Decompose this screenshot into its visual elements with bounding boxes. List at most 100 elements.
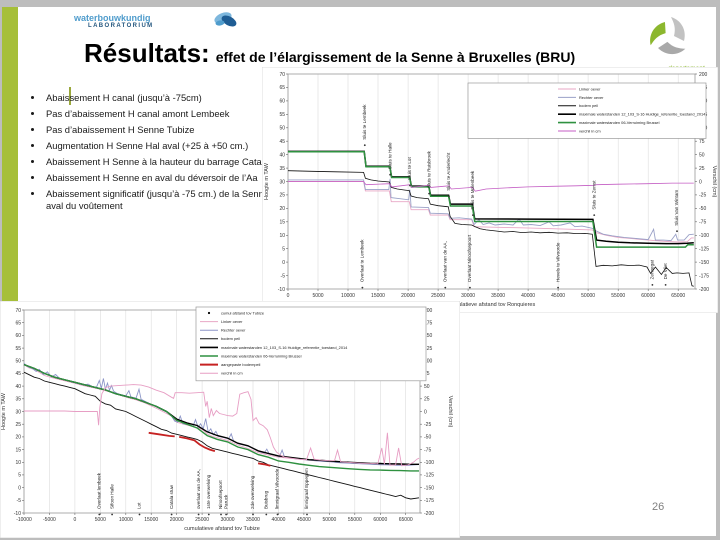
legend-marker — [207, 311, 211, 315]
waterbouwkundig-bird-icon — [214, 12, 237, 27]
series-aangepaste-bodempeil — [179, 436, 216, 452]
y-tick-label-left: 50 — [279, 126, 285, 132]
x-tick-label: 40000 — [521, 293, 535, 299]
y-tick-label-left: 55 — [15, 346, 21, 352]
y-tick-label-left: 45 — [15, 371, 21, 377]
y-tick-label-left: 15 — [15, 447, 21, 453]
y-tick-label-left: 70 — [15, 308, 21, 314]
x-tick-label: 35000 — [246, 517, 260, 523]
bullet-item: Abaissement H canal (jusqu’à -75cm) — [44, 92, 298, 104]
x-tick-label: 5000 — [95, 517, 106, 523]
annotation-marker — [220, 513, 222, 516]
annotation-marker — [111, 513, 113, 516]
bullet-item: Pas d’abaissement H Senne Tubize — [44, 124, 298, 136]
chart-annotation: 1ste overwelving — [206, 474, 211, 509]
y-tick-label-right: 0 — [699, 179, 702, 185]
annotation-marker — [170, 513, 173, 516]
top-chart: 0 5000 10000 15000 20000 25000 30000 35000 40000… — [262, 67, 718, 313]
y-tick-label-right: -25 — [424, 422, 431, 428]
series-rechter-oever — [23, 362, 420, 466]
x-tick-label: 20000 — [401, 293, 415, 299]
y-tick-label-right: 50 — [699, 152, 705, 158]
x-tick-label: 10000 — [341, 293, 355, 299]
y-tick-label-right: -150 — [424, 485, 434, 491]
y-tick-label-right: -50 — [699, 206, 706, 212]
y-tick-label-right: 25 — [424, 397, 430, 403]
x-tick-label: 25000 — [431, 293, 445, 299]
legend-label: Linker oever — [221, 319, 243, 324]
y-axis-label-right: Verschil (cm) — [711, 166, 717, 198]
y-tick-label-left: 0 — [18, 485, 21, 491]
y-tick-label-right: 150 — [424, 333, 433, 339]
x-tick-label: 30000 — [221, 517, 235, 523]
bullet-item: Abaissement significatif (jusqu’à -75 cm… — [44, 188, 298, 212]
y-tick-label-left: 15 — [279, 220, 285, 226]
legend-label: Rechter oever — [221, 328, 246, 333]
chart-annotation: limnigraaf Eppegem — [304, 468, 309, 509]
laboratorium-logo-text: LABORATORIUM — [88, 23, 154, 29]
y-tick-label-left: 55 — [279, 112, 285, 118]
x-tick-label: -5000 — [43, 517, 56, 523]
chart-annotation: Lot — [137, 502, 142, 509]
chart-annotation: Sluis te Ruisbroek — [426, 150, 431, 188]
y-tick-label-right: -200 — [699, 287, 709, 293]
y-tick-label-left: -10 — [278, 287, 285, 293]
legend-label: bodem peil — [579, 103, 598, 108]
x-tick-label: 60000 — [373, 517, 387, 523]
series-maximale-waterstanden-06-verruiming-brussel — [23, 363, 419, 472]
legend-label: Rechter oever — [579, 95, 604, 100]
y-tick-label-right: -175 — [699, 273, 709, 279]
chart-annotation: Ninoofsepoort — [218, 480, 223, 509]
y-tick-label-left: 60 — [279, 99, 285, 105]
y-tick-label-left: 10 — [15, 460, 21, 466]
bullet-list: Abaissement H canal (jusqu’à -75cm) Pas d… — [30, 92, 298, 212]
annotation-marker — [207, 513, 210, 516]
chart-annotation: Sluis te Molenbeek — [470, 170, 475, 210]
chart-annotation: overlaat van de AA, — [196, 469, 201, 509]
legend-label: verchil in cm — [579, 128, 601, 133]
y-tick-label-left: 5 — [282, 247, 285, 253]
y-tick-label-left: 60 — [15, 333, 21, 339]
y-tick-label-left: 25 — [15, 422, 21, 428]
annotation-marker — [138, 513, 141, 516]
y-tick-label-right: 50 — [424, 384, 430, 390]
page-subtitle: effet de l’élargissement de la Senne à B… — [215, 49, 576, 65]
annotation-marker — [265, 513, 268, 516]
annotation-marker — [651, 284, 654, 286]
y-tick-label-left: 40 — [15, 384, 21, 390]
bottom-chart: -10000 -5000 0 5000 10000 15000 20000 25000 3000… — [0, 301, 460, 538]
annotation-marker — [444, 286, 447, 289]
x-axis-label: cumulatieve afstand tov Ronquieres — [448, 302, 536, 308]
chart-annotation: Overlaat van de AA, — [443, 241, 448, 282]
bullet-item: Abaissement H Senne en aval du déversoir… — [44, 172, 298, 184]
x-tick-label: 50000 — [581, 293, 595, 299]
x-tick-label: 65000 — [399, 517, 413, 523]
chart-annotation: Sifoon Halle — [109, 484, 114, 509]
chart-annotation: Overlaat te Lembeek — [360, 239, 365, 282]
x-tick-label: 15000 — [144, 517, 158, 523]
waterbouwkundig-logo-text: waterbouwkundig — [74, 13, 151, 23]
legend-label: cumul afstand tov Tubize — [221, 310, 264, 315]
chart-annotation: Sluis Van Wintam — [674, 190, 679, 226]
annotation-marker — [276, 513, 279, 516]
y-tick-label-right: -100 — [699, 233, 709, 239]
y-tick-label-left: 30 — [279, 179, 285, 185]
annotation-marker — [389, 173, 391, 176]
y-tick-label-left: 0 — [282, 260, 285, 266]
x-tick-label: 0 — [287, 293, 290, 299]
y-tick-label-left: -5 — [17, 498, 22, 504]
y-tick-label-left: 40 — [279, 152, 285, 158]
chart-annotation: Catala stuw — [169, 484, 174, 509]
x-tick-label: 25000 — [195, 517, 209, 523]
chart-annotation: Paruck — [223, 494, 228, 509]
page-title: Résultats: — [84, 38, 210, 68]
waterbouwkundig-logo: waterbouwkundig LABORATORIUM — [74, 12, 237, 29]
olive-tick-mark — [69, 87, 71, 105]
y-tick-label-left: 20 — [279, 206, 285, 212]
x-tick-label: 20000 — [170, 517, 184, 523]
chart-annotation: Sluis te Halle — [387, 142, 392, 169]
x-tick-label: 30000 — [461, 293, 475, 299]
legend-label: Linker oever — [579, 86, 601, 91]
x-tick-label: 45000 — [297, 517, 311, 523]
